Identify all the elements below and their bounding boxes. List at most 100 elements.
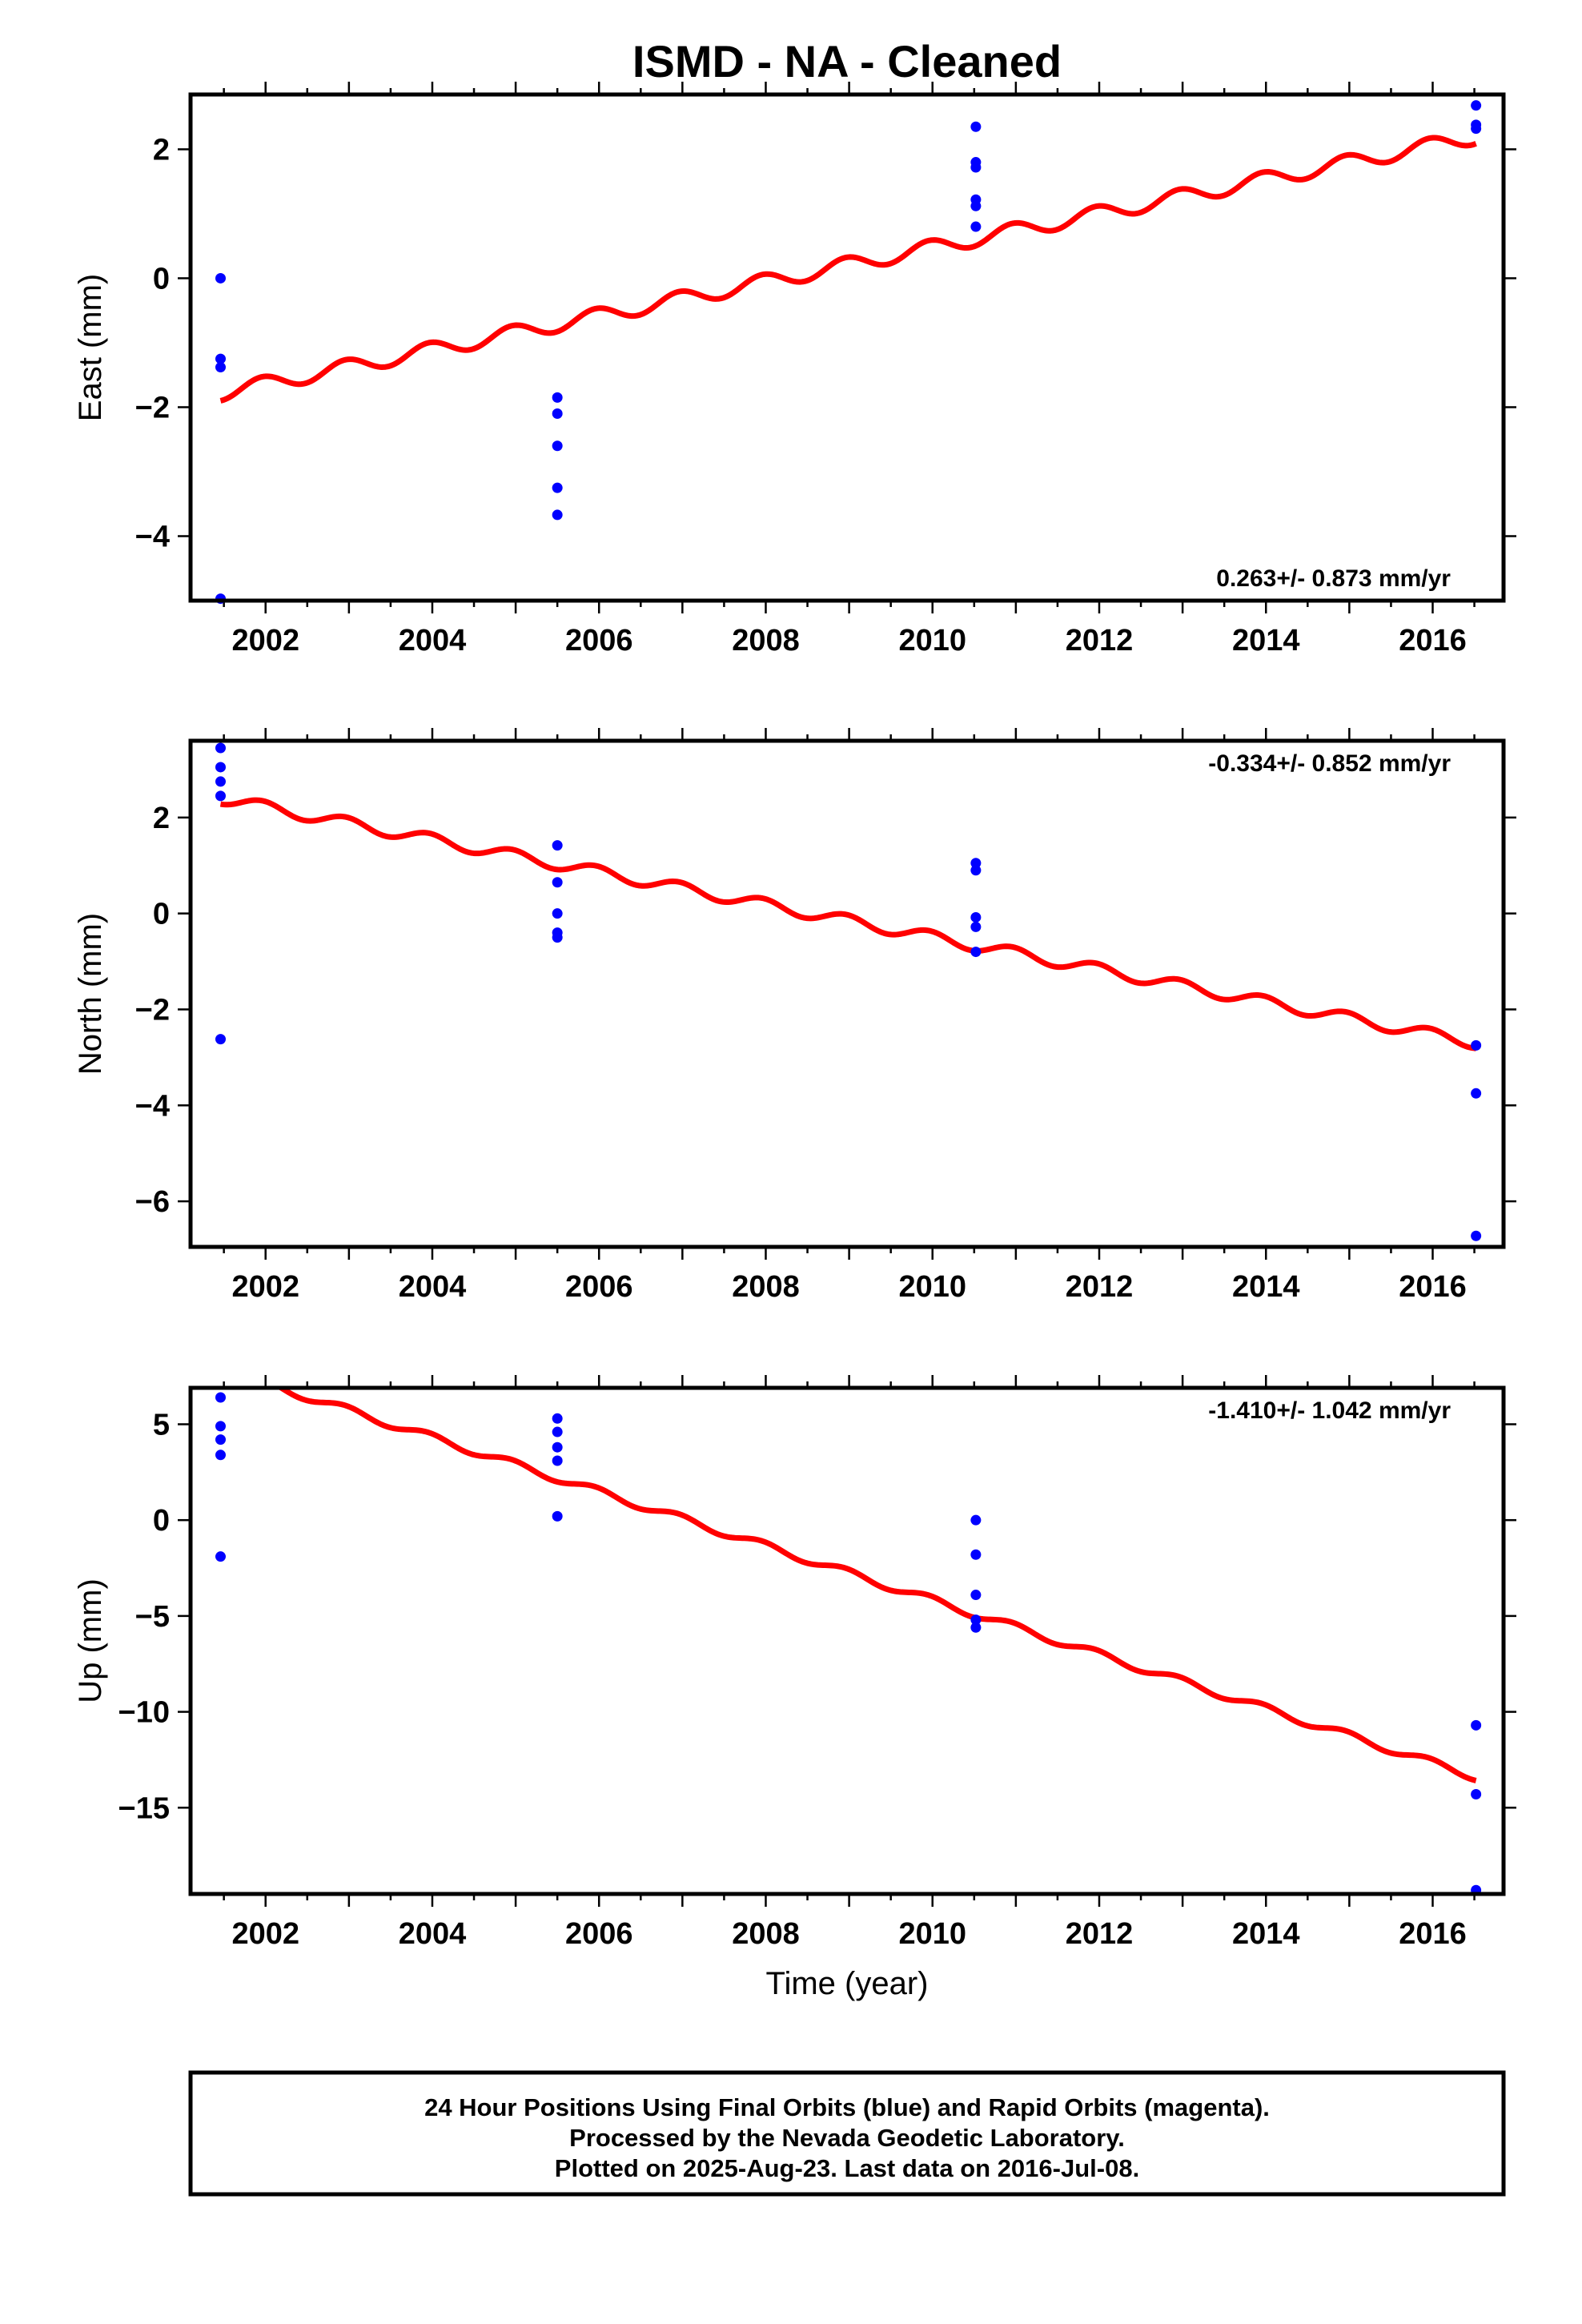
- x-tick-label: 2006: [565, 624, 633, 657]
- x-tick-label: 2002: [231, 1270, 299, 1304]
- data-point: [970, 947, 982, 958]
- y-tick-label: −6: [135, 1185, 170, 1219]
- x-tick-label: 2004: [399, 624, 467, 657]
- data-point: [970, 162, 982, 173]
- data-point: [970, 911, 982, 923]
- x-tick-label: 2014: [1232, 624, 1300, 657]
- trend-fit-line: [219, 135, 1477, 404]
- panel-frame: [188, 92, 1506, 603]
- panels-group: 2002 2004 2006 2008 2010 2012 2014 2016 −4 −2 0 2 Ea…: [73, 82, 1516, 1951]
- y-tick-label: 2: [153, 133, 170, 167]
- data-point: [552, 1426, 563, 1437]
- x-tick-label: 2012: [1066, 624, 1134, 657]
- rate-label: -0.334+/- 0.852 mm/yr: [1208, 750, 1451, 777]
- data-point: [970, 1549, 982, 1560]
- data-point: [552, 1510, 563, 1522]
- panel-1: 2002 2004 2006 2008 2010 2012 2014 2016 −4 −2 0 2 Ea…: [73, 82, 1516, 657]
- data-point: [552, 1413, 563, 1424]
- y-tick-label: 0: [153, 1504, 170, 1538]
- data-point: [970, 921, 982, 932]
- x-tick-label: 2010: [898, 1917, 966, 1951]
- data-point: [215, 272, 226, 283]
- data-point: [1471, 123, 1482, 135]
- data-point: [552, 1441, 563, 1453]
- panel-frame: [188, 1385, 1506, 1896]
- data-point: [1471, 1088, 1482, 1099]
- x-tick-label: 2016: [1399, 1917, 1467, 1951]
- panel-2: 2002 2004 2006 2008 2010 2012 2014 2016 −6 −4 −2 0 2…: [73, 728, 1516, 1304]
- y-tick-label: −10: [118, 1696, 170, 1730]
- data-point: [215, 742, 226, 754]
- data-point: [970, 1514, 982, 1526]
- x-tick-label: 2012: [1066, 1270, 1134, 1304]
- y-tick-label: −15: [118, 1791, 170, 1825]
- x-tick-label: 2008: [732, 1270, 800, 1304]
- data-point: [215, 762, 226, 773]
- y-axis-title: Up (mm): [73, 1578, 108, 1703]
- data-point: [552, 482, 563, 493]
- data-point: [970, 221, 982, 232]
- y-tick-label: −2: [135, 391, 170, 424]
- footer-line-1: 24 Hour Positions Using Final Orbits (bl…: [424, 2093, 1270, 2121]
- data-point: [552, 408, 563, 420]
- data-point: [552, 908, 563, 919]
- data-point: [970, 858, 982, 869]
- data-point: [970, 865, 982, 876]
- footer-line-2: Processed by the Nevada Geodetic Laborat…: [569, 2124, 1125, 2152]
- x-tick-label: 2016: [1399, 624, 1467, 657]
- data-point: [215, 1421, 226, 1432]
- x-tick-label: 2014: [1232, 1270, 1300, 1304]
- trend-fit-line: [219, 797, 1477, 1051]
- y-tick-label: 0: [153, 898, 170, 931]
- x-tick-label: 2014: [1232, 1917, 1300, 1951]
- y-axis-title: East (mm): [73, 274, 108, 421]
- y-tick-label: −5: [135, 1600, 170, 1634]
- data-point: [1471, 1039, 1482, 1051]
- data-point: [552, 877, 563, 888]
- data-point: [552, 509, 563, 521]
- data-point: [552, 1455, 563, 1466]
- x-tick-label: 2006: [565, 1270, 633, 1304]
- x-tick-label: 2010: [898, 624, 966, 657]
- y-tick-label: −4: [135, 1089, 170, 1123]
- data-point: [970, 121, 982, 132]
- data-point: [215, 1551, 226, 1562]
- y-tick-label: −4: [135, 520, 170, 553]
- data-point: [1471, 1789, 1482, 1800]
- x-tick-label: 2010: [898, 1270, 966, 1304]
- x-axis-title: Time (year): [766, 1966, 929, 2001]
- data-point: [215, 362, 226, 373]
- rate-label: 0.263+/- 0.873 mm/yr: [1216, 565, 1451, 592]
- y-tick-label: −2: [135, 993, 170, 1027]
- chart-title: ISMD - NA - Cleaned: [632, 36, 1062, 86]
- y-axis-title: North (mm): [73, 913, 108, 1075]
- x-tick-label: 2012: [1066, 1917, 1134, 1951]
- data-point: [215, 790, 226, 802]
- footer-line-3: Plotted on 2025-Aug-23. Last data on 201…: [555, 2154, 1139, 2182]
- data-point: [215, 776, 226, 787]
- data-point: [215, 1434, 226, 1445]
- rate-label: -1.410+/- 1.042 mm/yr: [1208, 1397, 1451, 1424]
- footer-box: [188, 2070, 1506, 2197]
- panel-3: 2002 2004 2006 2008 2010 2012 2014 2016 −15 −10 −5…: [73, 1375, 1516, 1951]
- data-point: [552, 932, 563, 943]
- data-point: [215, 1034, 226, 1045]
- data-point: [215, 353, 226, 364]
- x-tick-label: 2008: [732, 624, 800, 657]
- data-point: [552, 840, 563, 851]
- x-tick-label: 2016: [1399, 1270, 1467, 1304]
- data-point: [552, 392, 563, 403]
- data-point: [970, 1622, 982, 1633]
- data-point: [1471, 1230, 1482, 1241]
- x-tick-label: 2004: [399, 1917, 467, 1951]
- y-tick-label: 2: [153, 802, 170, 835]
- data-point: [215, 1449, 226, 1461]
- data-point: [552, 440, 563, 452]
- data-point: [1471, 100, 1482, 111]
- panel-frame: [188, 738, 1506, 1249]
- y-tick-label: 5: [153, 1408, 170, 1441]
- x-tick-label: 2004: [399, 1270, 467, 1304]
- trend-fit-line: [275, 1388, 1477, 1783]
- x-tick-label: 2002: [231, 624, 299, 657]
